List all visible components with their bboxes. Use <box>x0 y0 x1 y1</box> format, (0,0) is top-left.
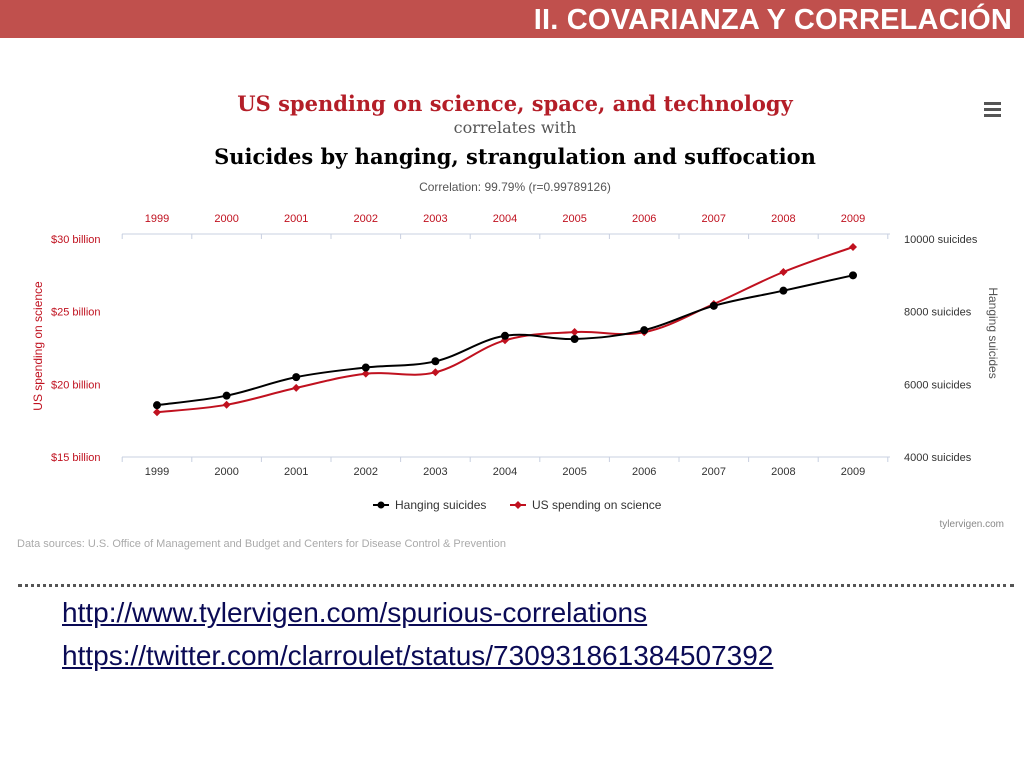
credit-text: tylervigen.com <box>940 519 1004 530</box>
bottom-axis-label: 2008 <box>771 466 795 478</box>
legend: Hanging suicides US spending on science <box>373 498 662 512</box>
right-axis-tick-label: 10000 suicides <box>904 234 978 246</box>
right-axis-title: Hanging suicides <box>986 287 1000 378</box>
spending-series-line <box>156 246 854 414</box>
suicides-point <box>849 271 857 280</box>
spending-point <box>153 408 161 417</box>
top-axis-label: 2004 <box>493 213 517 225</box>
legend-spending-label: US spending on science <box>532 498 662 512</box>
link-twitter[interactable]: https://twitter.com/clarroulet/status/73… <box>62 640 774 671</box>
correlation-text: Correlation: 99.79% (r=0.99789126) <box>419 180 611 194</box>
left-axis-tick-label: $25 billion <box>51 307 101 319</box>
chart-subtitle: Suicides by hanging, strangulation and s… <box>214 144 816 169</box>
slide-title: II. COVARIANZA Y CORRELACIÓN <box>533 4 1012 36</box>
legend-suicides-label: Hanging suicides <box>395 498 486 512</box>
legend-suicides-marker <box>377 501 385 509</box>
top-axis-label: 2001 <box>284 213 308 225</box>
chart-svg: US spending on science, space, and techn… <box>17 91 1004 550</box>
menu-icon-line-3 <box>984 114 1001 117</box>
top-axis-label: 2002 <box>354 213 378 225</box>
top-axis-label: 2005 <box>562 213 586 225</box>
bottom-axis-label: 2007 <box>702 466 726 478</box>
bottom-axis-label: 1999 <box>145 466 169 478</box>
suicides-point <box>292 373 301 382</box>
bottom-axis-label: 2002 <box>354 466 378 478</box>
chart-connector: correlates with <box>454 118 577 137</box>
right-axis-tick-label: 8000 suicides <box>904 307 972 319</box>
bottom-axis-label: 2004 <box>493 466 517 478</box>
suicides-point <box>779 286 788 295</box>
bottom-axis-label: 2000 <box>214 466 238 478</box>
suicides-point <box>153 401 161 410</box>
top-axis-label: 2006 <box>632 213 656 225</box>
left-axis-tick-label: $15 billion <box>51 452 101 464</box>
chart-title: US spending on science, space, and techn… <box>237 91 793 116</box>
chart-frame: US spending on science, space, and techn… <box>14 74 1018 554</box>
bottom-axis-label: 2009 <box>841 466 865 478</box>
top-axis-label: 2003 <box>423 213 447 225</box>
suicides-point <box>361 363 370 372</box>
link-tylervigen[interactable]: http://www.tylervigen.com/spurious-corre… <box>62 597 648 628</box>
menu-icon-line-1 <box>984 102 1001 105</box>
title-bar: II. COVARIANZA Y CORRELACIÓN <box>0 0 1024 38</box>
suicides-point <box>501 331 509 340</box>
spending-point <box>849 243 857 252</box>
bottom-axis-label: 2003 <box>423 466 447 478</box>
left-axis-tick-label: $20 billion <box>51 379 101 391</box>
suicides-point <box>640 326 649 335</box>
top-axis-label: 2007 <box>702 213 726 225</box>
right-axis-tick-label: 6000 suicides <box>904 379 972 391</box>
suicides-point <box>709 301 718 310</box>
spending-point <box>222 400 231 409</box>
spending-point <box>779 267 788 276</box>
top-axis-label: 2000 <box>214 213 238 225</box>
bottom-axis-label: 2005 <box>562 466 586 478</box>
spending-point <box>361 369 370 378</box>
spending-point <box>570 328 579 337</box>
divider <box>18 584 1014 587</box>
spending-point <box>292 383 301 392</box>
bottom-axis-label: 2001 <box>284 466 308 478</box>
suicides-point <box>570 334 579 343</box>
spending-point <box>431 368 440 377</box>
menu-icon-line-2 <box>984 108 1001 111</box>
suicides-point <box>431 357 440 366</box>
left-axis-tick-label: $30 billion <box>51 234 101 246</box>
top-axis-label: 2009 <box>841 213 865 225</box>
left-axis-title: US spending on science <box>31 281 45 411</box>
menu-icon[interactable] <box>984 102 1001 117</box>
legend-spending-marker <box>514 501 522 509</box>
suicides-point <box>222 391 231 400</box>
top-axis-label: 2008 <box>771 213 795 225</box>
bottom-axis-label: 2006 <box>632 466 656 478</box>
right-axis-tick-label: 4000 suicides <box>904 452 972 464</box>
source-text: Data sources: U.S. Office of Management … <box>17 538 506 550</box>
top-axis-label: 1999 <box>145 213 169 225</box>
